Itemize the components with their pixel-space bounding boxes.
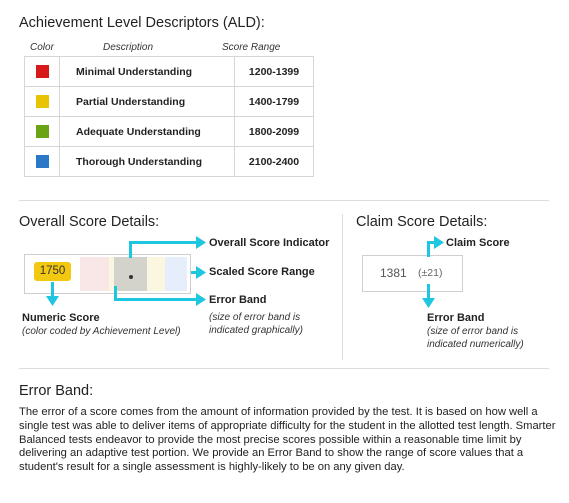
ald-range: 2100-2400 [234,146,314,177]
ald-title: Achievement Level Descriptors (ALD): [19,15,265,31]
claim-score-label: Claim Score [446,237,510,249]
score-indicator-dot [129,275,133,279]
error-band-label: Error Band [209,294,267,306]
band-minimal [80,257,109,291]
numeric-score-badge: 1750 [34,262,71,281]
claim-title: Claim Score Details: [356,214,488,230]
arrow-down-icon [46,296,59,306]
ald-header-description: Description [103,42,154,53]
ald-header-range: Score Range [222,42,281,53]
score-bar [24,254,191,294]
indicator-arrow-horizontal [129,241,199,244]
claim-arrow-horizontal [427,241,437,244]
claim-error-band-note: (size of error band is indicated numeric… [427,326,524,350]
arrow-down-icon [422,298,435,308]
numeric-score-value: 1750 [39,265,66,277]
color-swatch-green [35,125,49,138]
numeric-score-label: Numeric Score [22,312,100,324]
color-swatch-yellow [35,95,49,108]
error-arrow-horizontal [114,298,199,301]
arrow-right-icon [434,236,444,249]
claim-score-value: 1381 [380,266,407,280]
error-arrow-vertical [114,286,117,300]
error-band-paragraph: The error of a score comes from the amou… [19,406,556,474]
ald-row-minimal: Minimal Understanding 1200-1399 [24,56,314,87]
ald-range: 1800-2099 [234,116,314,147]
claim-error-arrow-vertical [427,284,430,300]
scaled-range-label: Scaled Score Range [209,266,315,278]
ald-description: Adequate Understanding [59,116,235,147]
ald-header-color: Color [30,42,54,53]
divider [19,200,549,201]
ald-range: 1400-1799 [234,86,314,117]
overall-title: Overall Score Details: [19,214,160,230]
numeric-score-note: (color coded by Achievement Level) [22,326,181,337]
section-divider [342,214,343,360]
arrow-right-icon [196,266,206,279]
error-band-title: Error Band: [19,383,94,399]
ald-row-adequate: Adequate Understanding 1800-2099 [24,116,314,147]
range-arrow-horizontal [191,271,199,274]
ald-description: Thorough Understanding [59,146,235,177]
ald-row-thorough: Thorough Understanding 2100-2400 [24,146,314,177]
ald-row-partial: Partial Understanding 1400-1799 [24,86,314,117]
error-band-graphic [114,257,147,291]
claim-score-error: (±21) [418,267,443,279]
arrow-right-icon [196,293,206,306]
claim-arrow-vertical [427,241,430,257]
ald-table: Minimal Understanding 1200-1399 Partial … [24,56,314,177]
overall-indicator-label: Overall Score Indicator [209,237,330,249]
color-swatch-blue [35,155,49,168]
divider [19,368,549,369]
ald-description: Minimal Understanding [59,56,235,87]
claim-score-box: 1381 (±21) [362,255,463,292]
color-swatch-red [35,65,49,78]
arrow-right-icon [196,236,206,249]
indicator-arrow-vertical [129,242,132,258]
ald-range: 1200-1399 [234,56,314,87]
ald-description: Partial Understanding [59,86,235,117]
error-band-note: (size of error band is indicated graphic… [209,312,303,336]
band-thorough [165,257,187,291]
numeric-arrow-vertical [51,282,54,298]
claim-error-band-label: Error Band [427,312,485,324]
